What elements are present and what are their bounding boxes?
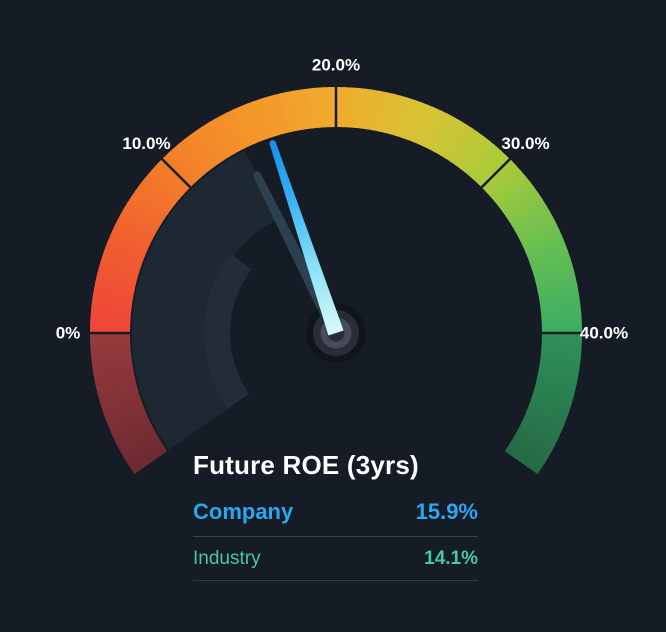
gauge-tick-mark xyxy=(479,156,513,190)
gauge-tick-label: 10.0% xyxy=(122,134,170,153)
gauge-tick-label: 0% xyxy=(56,324,81,343)
gauge-tick-label: 20.0% xyxy=(312,56,360,75)
industry-label: Industry xyxy=(193,548,261,569)
gauge-inner-arcs xyxy=(132,150,280,450)
legend-row-company: Company 15.9% xyxy=(193,487,478,537)
gauge-tick-label: 30.0% xyxy=(501,134,549,153)
industry-value: 14.1% xyxy=(424,548,478,569)
gauge-title: Future ROE (3yrs) xyxy=(193,450,419,480)
company-label: Company xyxy=(193,499,294,524)
gauge-legend: Future ROE (3yrs) Company 15.9% Industry… xyxy=(193,450,478,581)
gauge-band xyxy=(90,87,582,475)
company-value: 15.9% xyxy=(415,499,478,524)
legend-row-industry: Industry 14.1% xyxy=(193,537,478,581)
company-needle xyxy=(269,140,344,336)
gauge-tick-mark xyxy=(159,156,193,190)
gauge-ticks: 0% 10.0% 20.0% 30.0% 40.0% xyxy=(56,56,628,343)
gauge-tick-label: 40.0% xyxy=(580,324,628,343)
